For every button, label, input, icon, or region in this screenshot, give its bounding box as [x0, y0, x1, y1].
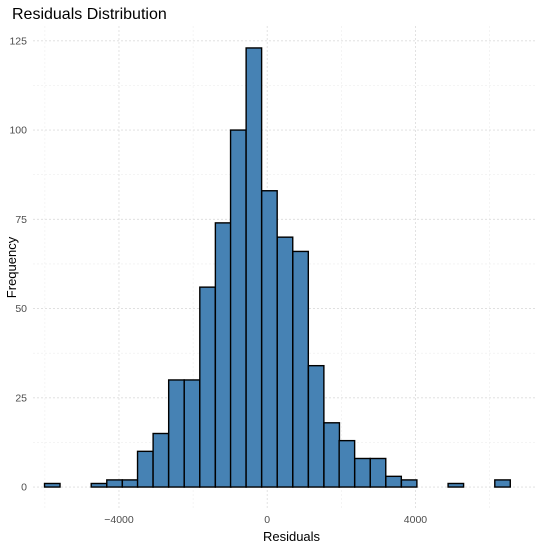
histogram-bar	[245, 47, 263, 488]
histogram-bar	[323, 422, 341, 488]
histogram-bar	[136, 450, 154, 488]
histogram-bar	[106, 479, 123, 488]
histogram-bar	[307, 364, 325, 488]
histogram-bar	[494, 479, 511, 488]
y-tick-label: 100	[9, 125, 27, 137]
histogram-bar	[90, 482, 108, 488]
histogram-bar	[229, 129, 247, 488]
histogram-bars	[43, 47, 511, 488]
histogram-bar	[354, 457, 371, 488]
y-tick-label: 75	[15, 214, 27, 226]
y-axis-tick-labels: 0 25 50 75 100 125	[9, 35, 27, 493]
y-axis-title: Frequency	[4, 236, 19, 298]
histogram-bar	[183, 379, 201, 488]
y-tick-label: 125	[9, 35, 27, 47]
histogram-bar	[369, 457, 387, 488]
histogram-bar	[385, 475, 403, 488]
histogram-bar	[400, 479, 418, 488]
y-tick-label: 50	[15, 303, 27, 315]
histogram-bar	[260, 190, 278, 488]
x-axis-title: Residuals	[263, 529, 321, 544]
histogram-bar	[121, 479, 139, 488]
histogram-bar	[167, 379, 185, 488]
y-tick-label: 0	[21, 482, 27, 494]
y-tick-label: 25	[15, 392, 27, 404]
x-tick-label: 4000	[404, 514, 428, 526]
histogram-bar	[43, 482, 61, 488]
histogram-bar	[292, 250, 310, 488]
histogram-bar	[199, 286, 216, 488]
histogram-bar	[338, 439, 356, 488]
x-tick-label: −4000	[104, 514, 134, 526]
histogram-bar	[152, 432, 170, 488]
x-tick-label: 0	[264, 514, 270, 526]
x-axis-tick-labels: −4000 0 4000	[104, 514, 427, 526]
histogram-bar	[447, 482, 465, 488]
histogram-bar	[214, 222, 232, 488]
chart-title: Residuals Distribution	[12, 6, 167, 23]
histogram-bar	[276, 236, 294, 488]
